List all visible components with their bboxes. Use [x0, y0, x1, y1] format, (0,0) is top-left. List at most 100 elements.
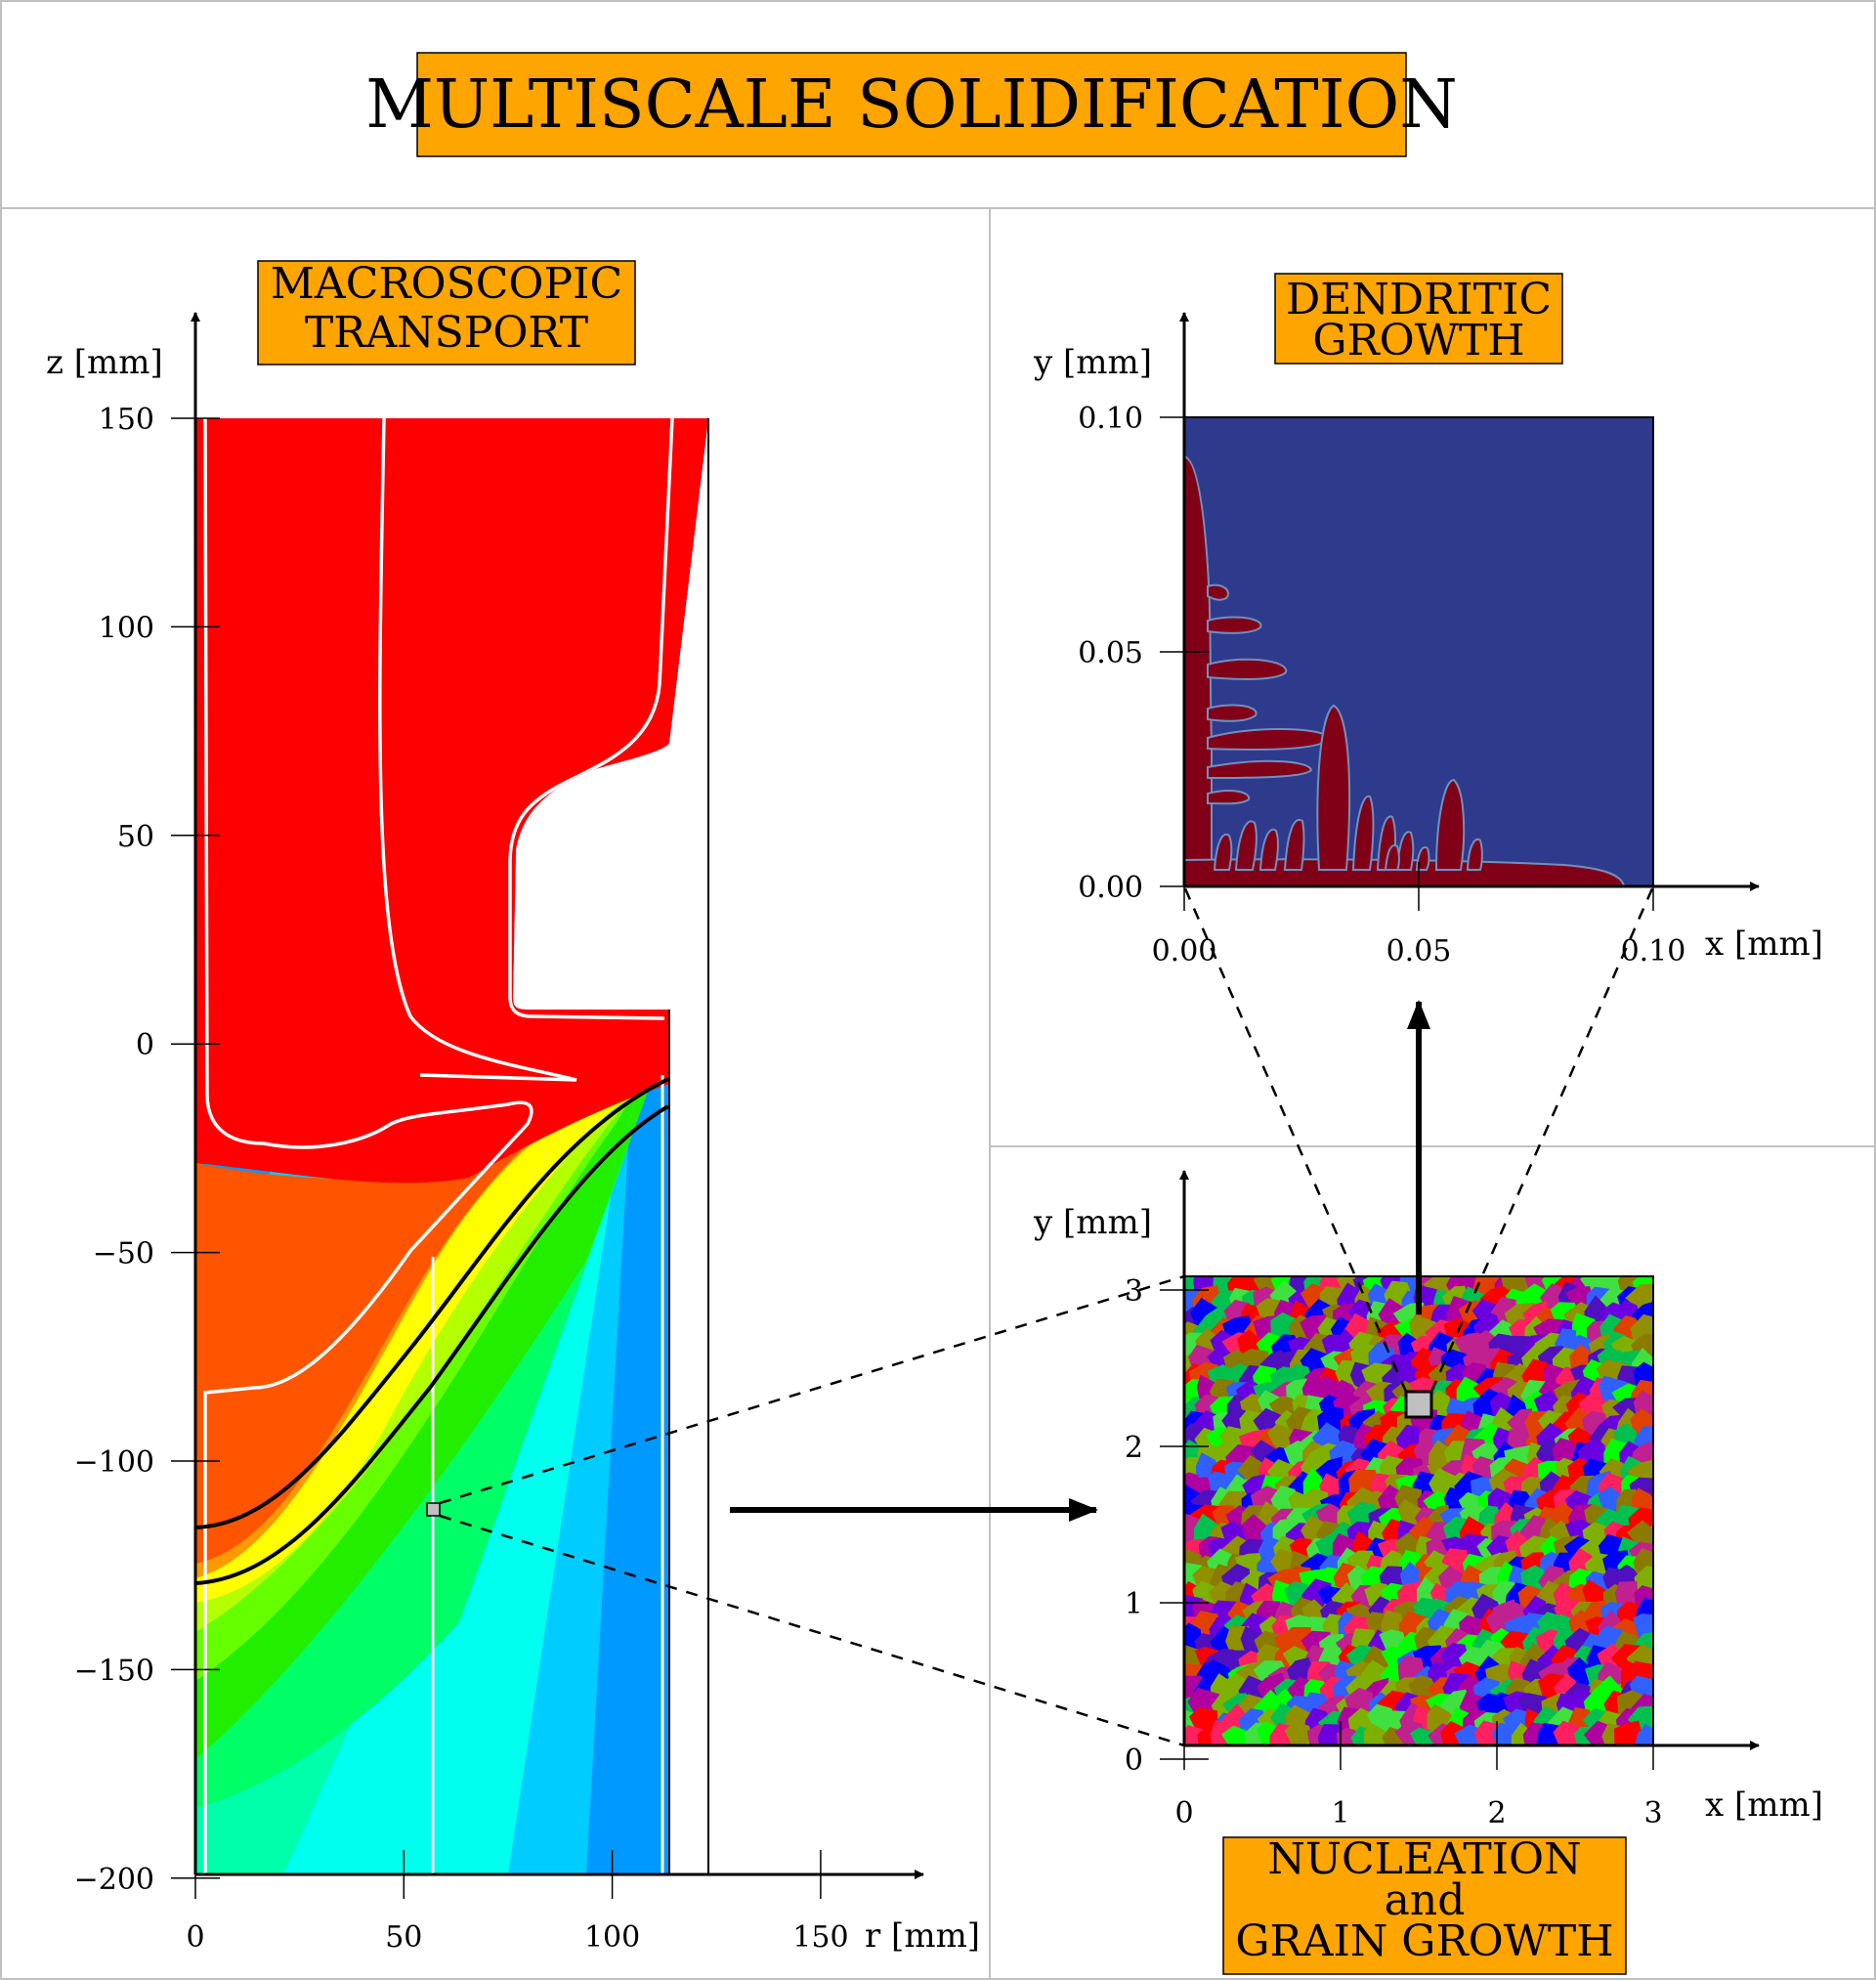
dendrite-domain: [1184, 417, 1653, 886]
x-tick-label: 50: [385, 1920, 422, 1955]
dendritic-x-ticks: 0.00 0.05 0.10: [1152, 862, 1686, 968]
macro-x-axis-label: r [mm]: [865, 1916, 980, 1956]
x-tick-label: 0: [1174, 1796, 1193, 1830]
dendrite-primary-2: [1434, 778, 1466, 871]
dendrite-primary: [1351, 795, 1375, 871]
grain-cell: [1221, 1725, 1254, 1745]
grain-panel: y [mm] x [mm] 3 2 1 0 0 1 2 3 NUCLEATION and G…: [1033, 1170, 1823, 1975]
x-tick-label: 0: [186, 1920, 204, 1955]
x-tick-label: 100: [584, 1920, 640, 1955]
y-tick-label: 150: [99, 403, 154, 437]
macro-heading-box: [257, 260, 636, 366]
grain-cell: [1552, 1438, 1578, 1467]
grain-cell: [1633, 1614, 1653, 1639]
dendrite-arm: [1207, 583, 1229, 601]
dendrite-primary: [1384, 844, 1400, 871]
x-tick-label: 3: [1643, 1796, 1662, 1830]
grain-cell: [1577, 1437, 1607, 1468]
dendrite-arm: [1207, 790, 1251, 805]
x-tick-label: 0.00: [1152, 934, 1217, 968]
grain-cell: [1635, 1723, 1653, 1745]
isotherm-white-3: [508, 418, 674, 1020]
grain-y-axis-label: y [mm]: [1033, 1203, 1152, 1242]
main-title-text: MULTISCALE SOLIDIFICATION: [365, 66, 1458, 144]
grain-cell: [1492, 1722, 1517, 1745]
macro-panel: MACROSCOPIC TRANSPORT: [46, 259, 980, 1956]
dendritic-x-axis-label: x [mm]: [1705, 925, 1823, 964]
band-red: [195, 418, 708, 1184]
grain-cell: [1284, 1720, 1312, 1745]
main-title: MULTISCALE SOLIDIFICATION: [365, 52, 1458, 157]
y-tick-label: −150: [74, 1654, 154, 1688]
y-tick-label: 0: [136, 1028, 154, 1062]
grain-cell: [1396, 1581, 1422, 1606]
dendritic-panel: DENDRITIC GROWTH: [1033, 273, 1823, 968]
grain-heading-box: [1222, 1836, 1627, 1975]
x-tick-label: 2: [1487, 1796, 1506, 1830]
y-tick-label: 0.00: [1078, 871, 1143, 905]
dendritic-y-axis-label: y [mm]: [1033, 343, 1152, 382]
dendrite-primary: [1234, 820, 1258, 871]
dendrite-primary: [1415, 846, 1430, 871]
dendritic-heading-box: [1274, 273, 1563, 365]
macro-x-ticks: 0 50 100 150: [186, 1850, 849, 1955]
macro-to-grain-bottom-line: [439, 1514, 1185, 1747]
grain-cell: [1409, 1727, 1436, 1745]
x-tick-label: 1: [1331, 1796, 1349, 1830]
grain-cell: [1240, 1625, 1263, 1657]
dendrite-primary: [1395, 831, 1415, 871]
isotherm-white-1: [203, 418, 533, 1874]
grain-cell: [1634, 1566, 1653, 1590]
grain-cells: [1184, 1276, 1653, 1745]
macro-contour-field: [195, 418, 708, 1874]
y-tick-label: 2: [1125, 1431, 1143, 1465]
main-title-box: [416, 52, 1407, 157]
macro-heading-line2: TRANSPORT: [305, 308, 588, 358]
dendrite-arm: [1207, 704, 1258, 722]
macro-y-ticks: 150 100 50 0 −50 −100 −150 −200: [74, 403, 220, 1897]
zoom-connectors: [439, 885, 1655, 1747]
grain-sample-marker: [1404, 1390, 1433, 1419]
dendritic-heading-line1: DENDRITIC: [1286, 275, 1552, 324]
solidus-isoline: [195, 1104, 669, 1585]
macro-y-axis-label: z [mm]: [46, 343, 163, 382]
y-tick-label: 0: [1125, 1743, 1143, 1778]
macro-heading-line1: MACROSCOPIC: [271, 259, 622, 309]
y-tick-label: 3: [1125, 1274, 1143, 1309]
grain-heading-line3: GRAIN GROWTH: [1235, 1916, 1613, 1966]
grain-cell: [1627, 1520, 1653, 1548]
grain-heading-line2: and: [1385, 1875, 1466, 1925]
y-tick-label: 1: [1125, 1587, 1143, 1621]
grain-heading-line1: NUCLEATION: [1267, 1834, 1581, 1884]
dendritic-y-ticks: 0.10 0.05 0.00: [1078, 402, 1209, 905]
grain-cell: [1583, 1689, 1613, 1717]
dendrite-arm: [1207, 759, 1313, 780]
y-tick-label: −100: [74, 1445, 154, 1480]
dendrite-primary: [1466, 838, 1483, 871]
grain-to-dendrite-left-line: [1182, 885, 1408, 1393]
dendrite-primary: [1213, 833, 1233, 871]
x-tick-label: 0.05: [1386, 934, 1452, 968]
grain-y-ticks: 3 2 1 0: [1125, 1274, 1209, 1778]
grain-cell: [1567, 1657, 1595, 1687]
macro-to-grain-top-line: [439, 1274, 1185, 1505]
grain-cell: [1614, 1720, 1642, 1745]
y-tick-label: 0.05: [1078, 636, 1143, 670]
y-tick-label: 50: [117, 820, 154, 854]
dendrite-primary: [1258, 828, 1279, 871]
x-tick-label: 0.10: [1621, 934, 1686, 968]
x-tick-label: 150: [792, 1920, 848, 1955]
dendritic-heading-line2: GROWTH: [1312, 316, 1524, 366]
grain-to-dendrite-right-line: [1429, 885, 1655, 1393]
dendrite-primary-1: [1316, 704, 1351, 871]
y-tick-label: −200: [74, 1863, 154, 1897]
dendrite-structure: [1183, 454, 1626, 887]
liquidus-isoline: [195, 1077, 669, 1529]
y-tick-label: 100: [99, 611, 154, 645]
grain-x-axis-label: x [mm]: [1705, 1786, 1823, 1825]
y-tick-label: 0.10: [1078, 402, 1143, 436]
band-darkorange: [195, 1065, 668, 1564]
